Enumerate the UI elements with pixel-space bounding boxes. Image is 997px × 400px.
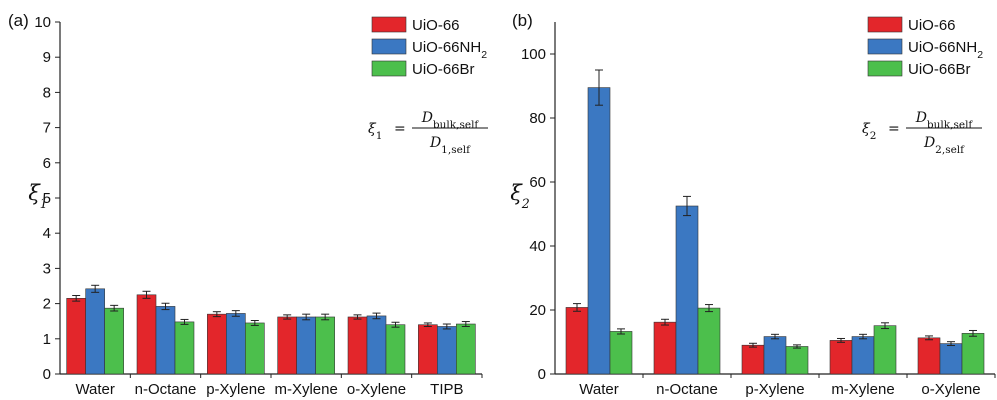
bar-uio-66br bbox=[174, 321, 195, 375]
bar-uio-66nh2 bbox=[437, 326, 457, 375]
x-tick-label: Water bbox=[75, 381, 114, 398]
x-tick-label: m-Xylene bbox=[274, 381, 337, 398]
bar-uio-66nh2 bbox=[296, 316, 316, 375]
x-tick-label: o-Xylene bbox=[347, 381, 406, 398]
chart-panel-b: (b) 0 20 40 60 80 100 ξ2 Water n-Octane p-Xylene m-… bbox=[510, 11, 996, 398]
bar-uio-66 bbox=[66, 298, 86, 375]
equation-equals: = bbox=[394, 121, 406, 137]
y-tick-label: 1 bbox=[43, 331, 51, 348]
x-tick-label: m-Xylene bbox=[831, 381, 894, 398]
bar-uio-66nh2 bbox=[366, 315, 387, 375]
x-tick-label: o-Xylene bbox=[921, 381, 980, 398]
equation-denominator: D1,self bbox=[429, 135, 471, 156]
y-tick-label: 10 bbox=[34, 14, 51, 31]
legend-swatch bbox=[371, 38, 407, 55]
bar-uio-66nh2 bbox=[587, 87, 611, 375]
legend-label: UiO-66 bbox=[412, 17, 460, 34]
bar-uio-66br bbox=[456, 323, 476, 375]
equation-lhs: ξ1 bbox=[368, 121, 382, 142]
panel-label: (b) bbox=[512, 11, 533, 30]
legend-label: UiO-66NH2 bbox=[412, 39, 487, 61]
bar-uio-66 bbox=[741, 344, 765, 375]
legend-label: UiO-66Br bbox=[412, 61, 475, 78]
bar-uio-66br bbox=[609, 331, 633, 375]
legend-swatch bbox=[867, 60, 903, 77]
bar-uio-66 bbox=[917, 337, 941, 375]
x-tick-label: Water bbox=[579, 381, 618, 398]
y-axis-label: ξ2 bbox=[510, 181, 530, 211]
x-tick-label: p-Xylene bbox=[745, 381, 804, 398]
equation-denominator: D2,self bbox=[923, 135, 965, 156]
y-tick-label: 6 bbox=[43, 155, 51, 172]
legend-label: UiO-66NH2 bbox=[908, 39, 983, 61]
bar-uio-66 bbox=[565, 307, 589, 375]
bar-uio-66 bbox=[277, 316, 297, 375]
bar-uio-66br bbox=[104, 307, 124, 375]
bar-uio-66 bbox=[347, 316, 368, 375]
y-tick-label: 40 bbox=[529, 238, 546, 255]
y-tick-label: 80 bbox=[529, 110, 546, 127]
panel-label: (a) bbox=[8, 11, 29, 30]
legend-label: UiO-66Br bbox=[908, 61, 971, 78]
y-tick-label: 3 bbox=[43, 260, 51, 277]
bar-uio-66br bbox=[785, 346, 809, 375]
bar-uio-66br bbox=[697, 307, 721, 375]
y-axis-label: ξ1 bbox=[28, 181, 48, 211]
y-tick-label: 9 bbox=[43, 49, 51, 66]
x-tick-label: TIPB bbox=[430, 381, 463, 398]
y-tick-label: 0 bbox=[43, 366, 51, 383]
bar-uio-66nh2 bbox=[226, 313, 246, 375]
y-tick-label: 20 bbox=[529, 302, 546, 319]
bar-uio-66nh2 bbox=[85, 288, 105, 375]
bar-uio-66nh2 bbox=[155, 306, 176, 375]
legend-swatch bbox=[867, 38, 903, 55]
legend-swatch bbox=[371, 60, 407, 77]
x-tick-label: n-Octane bbox=[656, 381, 718, 398]
bar-uio-66br bbox=[315, 316, 335, 375]
legend-swatch bbox=[867, 16, 903, 33]
y-tick-label: 0 bbox=[538, 366, 546, 383]
y-tick-label: 2 bbox=[43, 296, 51, 313]
y-tick-label: 60 bbox=[529, 174, 546, 191]
legend-swatch bbox=[371, 16, 407, 33]
y-tick-label: 100 bbox=[521, 46, 546, 63]
bar-uio-66nh2 bbox=[851, 336, 875, 375]
y-tick-label: 7 bbox=[43, 120, 51, 137]
bar-uio-66br bbox=[385, 324, 406, 375]
bar-uio-66 bbox=[136, 294, 157, 375]
bar-uio-66br bbox=[873, 325, 897, 375]
bar-uio-66br bbox=[961, 333, 985, 375]
bar-uio-66nh2 bbox=[763, 336, 787, 375]
y-tick-label: 5 bbox=[43, 190, 51, 207]
x-tick-label: p-Xylene bbox=[206, 381, 265, 398]
bar-uio-66br bbox=[245, 322, 265, 375]
y-tick-label: 8 bbox=[43, 84, 51, 101]
chart-panel-a: (a) 0 1 2 3 4 5 6 7 8 9 10 ξ1 Water n-Octane p-Xylene m-… bbox=[8, 11, 488, 398]
bar-uio-66nh2 bbox=[675, 205, 699, 375]
legend-label: UiO-66 bbox=[908, 17, 956, 34]
equation-equals: = bbox=[888, 121, 900, 137]
bar-uio-66 bbox=[653, 321, 677, 375]
x-tick-label: n-Octane bbox=[135, 381, 197, 398]
bar-uio-66nh2 bbox=[939, 343, 963, 375]
bar-uio-66 bbox=[207, 313, 227, 375]
bar-uio-66 bbox=[829, 340, 853, 375]
equation-lhs: ξ2 bbox=[862, 121, 876, 142]
bar-uio-66 bbox=[418, 324, 438, 375]
y-tick-label: 4 bbox=[43, 225, 51, 242]
